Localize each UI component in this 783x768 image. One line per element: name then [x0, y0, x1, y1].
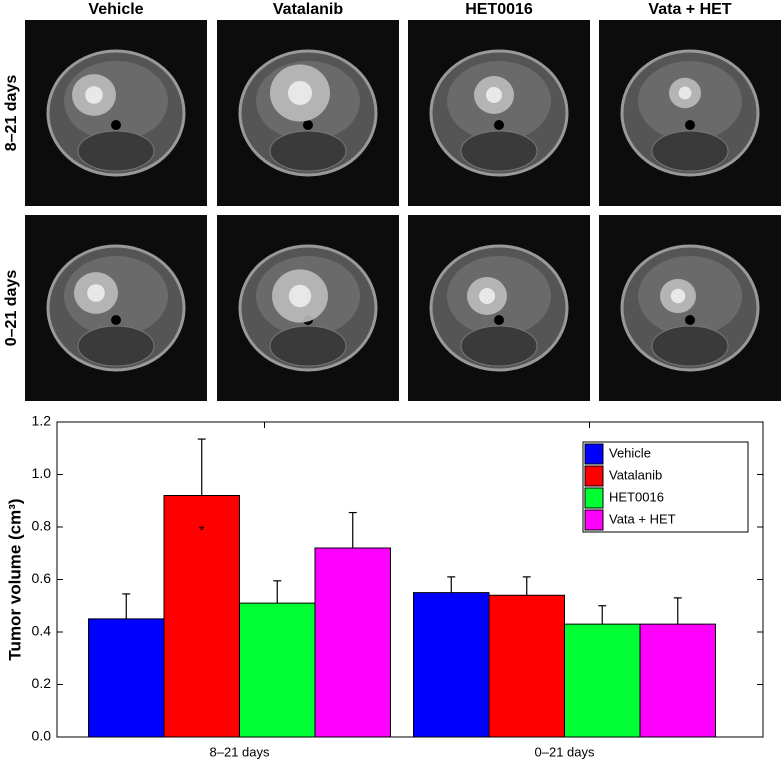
- legend-label: Vatalanib: [609, 467, 662, 482]
- column-header: Vatalanib: [273, 1, 343, 18]
- jaw: [269, 325, 347, 367]
- canal: [111, 315, 121, 325]
- tumor-core: [288, 81, 312, 105]
- tumor-core: [85, 86, 103, 104]
- mri-image: [25, 215, 207, 401]
- bar: [413, 592, 490, 738]
- bar: [88, 618, 165, 738]
- canal: [303, 120, 313, 130]
- legend-swatch: [584, 509, 604, 531]
- mri-panel: Vehicle Vatalanib HET0016 Vata + HET 8–21 da…: [3, 1, 781, 401]
- y-tick-label: 0.8: [32, 518, 52, 534]
- tumor-core: [288, 284, 312, 308]
- canal: [685, 315, 695, 325]
- mri-image: [599, 215, 781, 401]
- row-label: 8–21 days: [3, 75, 20, 152]
- mri-image: [599, 20, 781, 206]
- significance-marker: *: [199, 522, 205, 538]
- column-header: Vehicle: [88, 1, 143, 18]
- bar: [163, 495, 240, 738]
- y-tick-label: 1.2: [32, 413, 52, 429]
- row-label: 0–21 days: [3, 270, 20, 347]
- x-tick-label: 8–21 days: [210, 744, 270, 759]
- legend-label: HET0016: [609, 489, 664, 504]
- mri-image: [217, 215, 399, 401]
- jaw: [460, 325, 538, 367]
- tumor-core: [486, 87, 502, 103]
- bar: [488, 594, 565, 738]
- bar: [564, 623, 641, 738]
- mri-image: [217, 20, 399, 206]
- jaw: [77, 325, 155, 367]
- legend-label: Vata + HET: [609, 511, 676, 526]
- jaw: [651, 130, 729, 172]
- canal: [111, 120, 121, 130]
- mri-image: [408, 20, 590, 206]
- jaw: [77, 130, 155, 172]
- jaw: [651, 325, 729, 367]
- mri-image: [25, 20, 207, 206]
- tumor-core: [479, 288, 495, 304]
- bar: [314, 547, 391, 738]
- bar: [239, 602, 316, 738]
- y-tick-label: 0.2: [32, 675, 52, 691]
- column-header: HET0016: [465, 1, 533, 18]
- y-tick-label: 0.4: [32, 623, 52, 639]
- chart: 0.0 0.2 0.4 0.6 0.8 1.0 1.2 Tumor volume (cm³) 8…: [5, 413, 764, 759]
- bar: [639, 623, 716, 738]
- legend-box: [582, 441, 749, 533]
- jaw: [460, 130, 538, 172]
- legend-swatch: [584, 487, 604, 509]
- y-axis-label: Tumor volume (cm³): [5, 498, 24, 660]
- canal: [494, 120, 504, 130]
- x-tick-label: 0–21 days: [535, 744, 595, 759]
- tumor-core: [678, 86, 692, 100]
- legend-label: Vehicle: [609, 445, 651, 460]
- legend-swatch: [584, 465, 604, 487]
- canal: [685, 120, 695, 130]
- y-tick-label: 0.0: [32, 728, 52, 744]
- canal: [494, 315, 504, 325]
- column-header: Vata + HET: [648, 1, 731, 18]
- tumor-core: [670, 288, 686, 304]
- y-tick-label: 0.6: [32, 570, 52, 586]
- tumor-core: [87, 284, 105, 302]
- mri-image: [408, 215, 590, 401]
- jaw: [269, 130, 347, 172]
- y-tick-label: 1.0: [32, 465, 52, 481]
- legend-swatch: [584, 443, 604, 465]
